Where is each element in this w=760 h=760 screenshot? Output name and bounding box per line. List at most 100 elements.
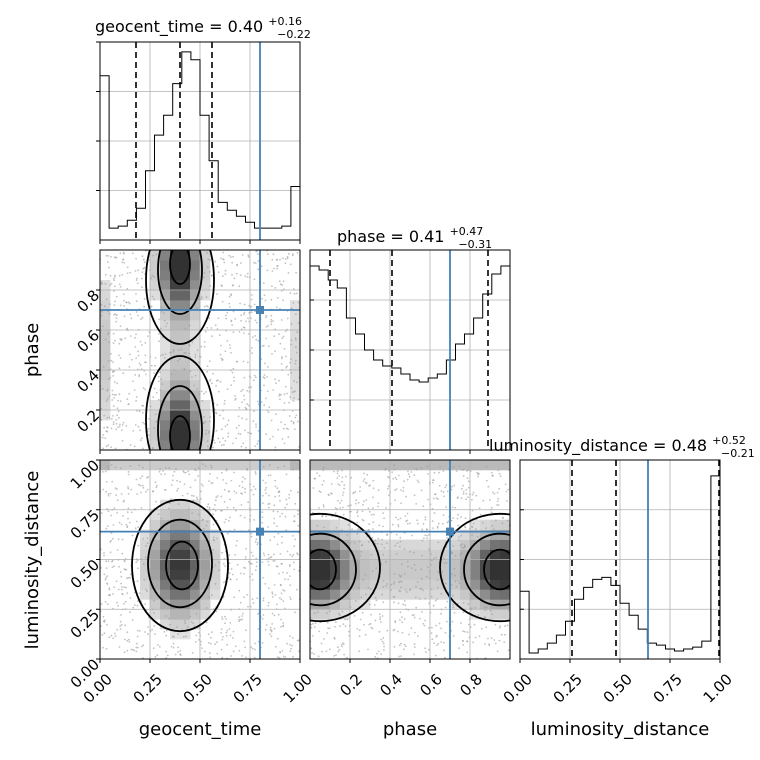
- sample-point-phase-luminosity-distance: [319, 491, 322, 493]
- sample-point-geocent-time-phase: [243, 398, 246, 401]
- density-cell-geocent-time-phase: [100, 340, 111, 351]
- sample-point-geocent-time-luminosity-distance: [214, 504, 216, 506]
- sample-point-phase-luminosity-distance: [430, 564, 432, 566]
- sample-point-geocent-time-phase: [286, 256, 289, 258]
- density-cell-geocent-time-luminosity-distance: [160, 499, 171, 511]
- sample-point-geocent-time-luminosity-distance: [177, 633, 180, 635]
- sample-point-geocent-time-luminosity-distance: [269, 626, 272, 629]
- sample-point-geocent-time-phase: [206, 445, 209, 448]
- sample-point-geocent-time-luminosity-distance: [282, 600, 285, 602]
- sample-point-phase-luminosity-distance: [497, 504, 500, 506]
- sample-point-geocent-time-luminosity-distance: [235, 578, 238, 581]
- sample-point-geocent-time-luminosity-distance: [261, 502, 264, 504]
- sample-point-phase-luminosity-distance: [462, 644, 465, 646]
- density-cell-geocent-time-phase: [200, 440, 211, 451]
- sample-point-phase-luminosity-distance: [465, 498, 467, 501]
- sample-point-geocent-time-luminosity-distance: [170, 645, 173, 648]
- sample-point-geocent-time-luminosity-distance: [216, 537, 218, 540]
- sample-point-geocent-time-luminosity-distance: [146, 590, 149, 593]
- sample-point-phase-luminosity-distance: [373, 604, 376, 606]
- sample-point-geocent-time-phase: [255, 426, 257, 428]
- density-cell-phase-luminosity-distance: [360, 539, 371, 550]
- density-cell-phase-luminosity-distance: [470, 609, 481, 620]
- sample-point-phase-luminosity-distance: [443, 495, 445, 498]
- sample-point-geocent-time-phase: [100, 314, 103, 317]
- sample-point-phase-luminosity-distance: [415, 606, 418, 609]
- sample-point-phase-luminosity-distance: [401, 631, 404, 634]
- sample-point-geocent-time-luminosity-distance: [126, 525, 129, 528]
- sample-point-phase-luminosity-distance: [382, 580, 385, 582]
- sample-point-geocent-time-luminosity-distance: [265, 624, 268, 626]
- sample-point-geocent-time-luminosity-distance: [156, 654, 159, 657]
- sample-point-geocent-time-luminosity-distance: [221, 551, 224, 554]
- sample-point-geocent-time-luminosity-distance: [135, 650, 138, 653]
- sample-point-geocent-time-phase: [194, 356, 197, 359]
- sample-point-geocent-time-phase: [257, 268, 259, 271]
- sample-point-geocent-time-luminosity-distance: [107, 465, 109, 468]
- contour-geocent-time-luminosity-distance: [165, 540, 199, 591]
- sample-point-geocent-time-phase: [243, 332, 245, 334]
- sample-point-geocent-time-phase: [294, 362, 297, 365]
- sample-point-phase-luminosity-distance: [382, 642, 385, 645]
- sample-point-geocent-time-phase: [217, 437, 220, 440]
- sample-point-geocent-time-phase: [143, 423, 146, 425]
- sample-point-geocent-time-phase: [170, 373, 173, 376]
- sample-point-geocent-time-phase: [292, 400, 295, 402]
- density-cell-phase-luminosity-distance: [450, 589, 461, 600]
- sample-point-geocent-time-luminosity-distance: [289, 596, 291, 598]
- sample-point-phase-luminosity-distance: [463, 545, 466, 548]
- sample-point-geocent-time-phase: [228, 254, 231, 257]
- truth-marker-phase-luminosity-distance: [446, 527, 454, 536]
- sample-point-phase-luminosity-distance: [339, 625, 341, 627]
- sample-point-geocent-time-luminosity-distance: [241, 486, 244, 489]
- sample-point-phase-luminosity-distance: [360, 596, 363, 599]
- sample-point-geocent-time-luminosity-distance: [113, 507, 116, 510]
- sample-point-geocent-time-phase: [143, 261, 146, 264]
- sample-point-phase-luminosity-distance: [487, 485, 490, 488]
- sample-point-geocent-time-phase: [260, 401, 263, 403]
- density-cell-phase-luminosity-distance: [460, 579, 471, 590]
- sample-point-geocent-time-phase: [121, 429, 123, 431]
- density-cell-geocent-time-luminosity-distance: [200, 559, 211, 570]
- sample-point-geocent-time-phase: [134, 374, 137, 376]
- sample-point-phase-luminosity-distance: [381, 593, 383, 596]
- sample-point-phase-luminosity-distance: [401, 616, 403, 618]
- sample-point-phase-luminosity-distance: [407, 473, 410, 475]
- sample-point-geocent-time-phase: [203, 272, 206, 274]
- sample-point-geocent-time-phase: [290, 343, 292, 346]
- sample-point-geocent-time-phase: [132, 380, 134, 383]
- density-cell-geocent-time-luminosity-distance: [140, 569, 151, 580]
- sample-point-geocent-time-luminosity-distance: [197, 475, 200, 477]
- density-cell-geocent-time-luminosity-distance: [170, 529, 181, 540]
- sample-point-geocent-time-phase: [109, 274, 112, 277]
- sample-point-geocent-time-luminosity-distance: [276, 656, 279, 658]
- sample-point-geocent-time-luminosity-distance: [286, 550, 289, 553]
- sample-point-geocent-time-phase: [143, 267, 146, 269]
- sample-point-phase-luminosity-distance: [406, 512, 409, 515]
- sample-point-geocent-time-phase: [283, 348, 286, 350]
- sample-point-geocent-time-luminosity-distance: [130, 648, 133, 651]
- sample-point-phase-luminosity-distance: [453, 484, 456, 487]
- sample-point-geocent-time-luminosity-distance: [267, 553, 270, 556]
- sample-point-phase-luminosity-distance: [327, 627, 329, 630]
- sample-point-geocent-time-luminosity-distance: [204, 465, 207, 467]
- sample-point-phase-luminosity-distance: [402, 486, 405, 489]
- density-cell-geocent-time-phase: [160, 410, 171, 421]
- sample-point-geocent-time-phase: [278, 379, 280, 382]
- sample-point-geocent-time-luminosity-distance: [114, 466, 117, 469]
- sample-point-phase-luminosity-distance: [380, 621, 382, 623]
- sample-point-geocent-time-luminosity-distance: [225, 618, 228, 620]
- density-cell-geocent-time-phase: [180, 330, 191, 341]
- sample-point-geocent-time-phase: [113, 285, 116, 288]
- density-cell-geocent-time-phase: [190, 400, 201, 411]
- sample-point-geocent-time-luminosity-distance: [168, 467, 170, 469]
- sample-point-phase-luminosity-distance: [391, 523, 394, 526]
- sample-point-phase-luminosity-distance: [462, 484, 464, 487]
- sample-point-geocent-time-phase: [206, 251, 209, 254]
- sample-point-geocent-time-phase: [257, 260, 260, 262]
- sample-point-geocent-time-luminosity-distance: [100, 603, 103, 605]
- sample-point-geocent-time-phase: [140, 437, 143, 439]
- sample-point-geocent-time-phase: [119, 357, 122, 359]
- sample-point-phase-luminosity-distance: [382, 525, 384, 528]
- sample-point-geocent-time-luminosity-distance: [279, 553, 282, 555]
